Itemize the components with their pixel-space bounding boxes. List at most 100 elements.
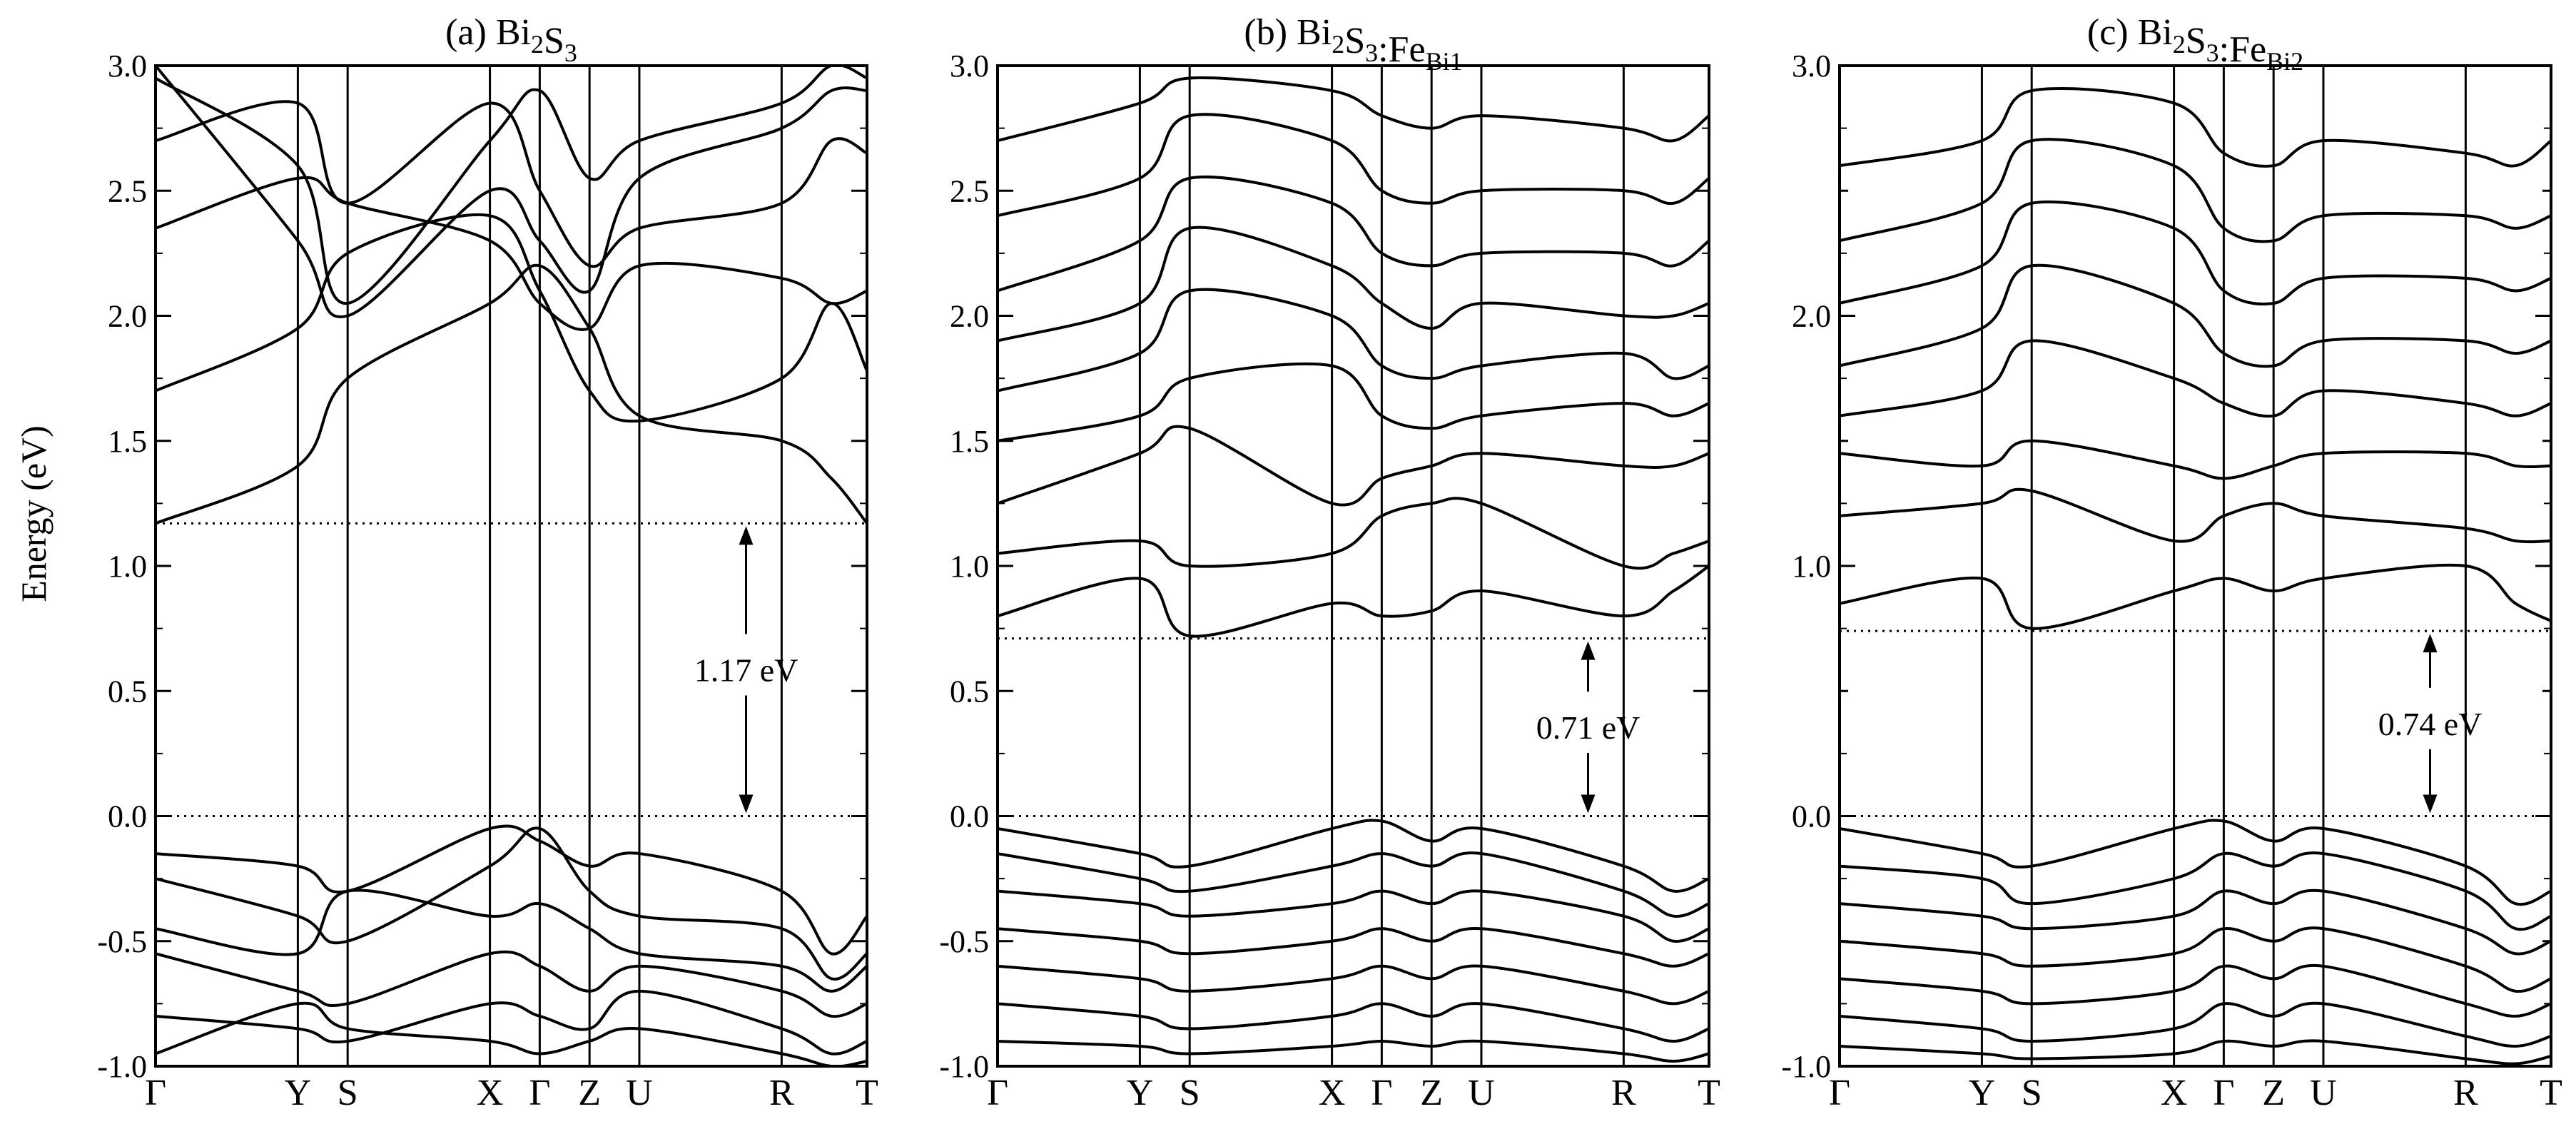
y-tick-label: 2.0: [108, 299, 147, 334]
k-point-label: S: [2022, 1073, 2042, 1113]
k-point-label: T: [1698, 1073, 1720, 1113]
band-line: [1840, 1039, 2551, 1065]
k-point-label: T: [2540, 1073, 2562, 1113]
band-line: [998, 564, 1709, 638]
y-tick-label: 2.0: [1792, 299, 1831, 334]
panel-title-subscript: 2: [531, 30, 544, 59]
k-point-label: U: [2310, 1073, 2337, 1113]
band-line: [998, 226, 1709, 343]
y-tick-label: -1.0: [939, 1049, 989, 1084]
bands: [156, 66, 867, 1066]
band-line: [998, 76, 1709, 143]
band-line: [1840, 563, 2551, 630]
band-line: [1840, 926, 2551, 993]
bands: [998, 76, 1709, 1063]
band-line: [156, 888, 867, 993]
band-line: [1840, 439, 2551, 480]
panel-title-subscript: 3: [564, 39, 577, 67]
y-tick-label: 1.0: [950, 549, 989, 584]
y-tick-label: 1.0: [108, 549, 147, 584]
y-tick-label: 0.5: [950, 674, 989, 709]
panel-title: (a) Bi2S3: [445, 12, 577, 67]
y-tick-label: 3.0: [108, 49, 147, 83]
k-point-label: Y: [1127, 1073, 1154, 1113]
band-line: [998, 1002, 1709, 1043]
band-line: [1840, 487, 2551, 544]
band-line: [1840, 339, 2551, 418]
y-tick-label: 0.0: [1792, 799, 1831, 834]
panel-title-text: Bi: [1297, 12, 1332, 53]
band-line: [1840, 851, 2551, 931]
y-tick-label: -0.5: [97, 924, 147, 959]
panel-title-prefix: (b): [1244, 12, 1297, 53]
gap-arrow-down-head: [1581, 794, 1596, 814]
y-tick-label: -1.0: [1781, 1049, 1831, 1084]
k-point-label: X: [477, 1073, 504, 1113]
k-point-label: Z: [2262, 1073, 2285, 1113]
k-point-label: S: [338, 1073, 358, 1113]
band-line: [998, 362, 1709, 442]
panel-title-text: :Fe: [1378, 29, 1425, 70]
band-line: [1840, 819, 2551, 906]
band-line: [1840, 200, 2551, 305]
band-line: [998, 425, 1709, 507]
y-tick-label: -1.0: [97, 1049, 147, 1084]
band-line: [1840, 263, 2551, 368]
band-line: [156, 66, 867, 305]
y-axis-title: Energy (eV): [14, 425, 54, 602]
band-gap-label: 1.17 eV: [694, 652, 798, 688]
gap-arrow-down-head: [2423, 794, 2438, 814]
band-gap-label: 0.74 eV: [2378, 706, 2483, 742]
y-tick-label: 0.5: [108, 674, 147, 709]
band-line: [998, 497, 1709, 570]
band-line: [1840, 963, 2551, 1018]
y-tick-label: 1.0: [1792, 549, 1831, 584]
k-point-label: Γ: [1829, 1073, 1850, 1113]
k-point-label: Γ: [987, 1073, 1008, 1113]
k-point-label: X: [2161, 1073, 2188, 1113]
y-tick-label: 3.0: [950, 49, 989, 83]
panel-title-text: S: [544, 21, 564, 61]
band-line: [156, 824, 867, 956]
y-tick-label: 0.0: [950, 799, 989, 834]
gap-arrow-up-head: [2423, 634, 2438, 653]
band-line: [156, 1001, 867, 1066]
k-point-label: Γ: [2213, 1073, 2234, 1113]
k-point-label: Γ: [1371, 1073, 1392, 1113]
band-line: [1840, 888, 2551, 956]
k-point-label: Y: [285, 1073, 312, 1113]
panel-title-text: Bi: [2138, 12, 2173, 53]
gap-arrow-up-head: [1581, 641, 1596, 660]
band-line: [998, 175, 1709, 293]
k-point-label: Z: [578, 1073, 601, 1113]
k-point-label: S: [1180, 1073, 1200, 1113]
panel-title-prefix: (c): [2087, 12, 2138, 53]
band-line: [998, 851, 1709, 918]
band-line: [1840, 87, 2551, 168]
panel-title: (b) Bi2S3:FeBi1: [1244, 12, 1462, 76]
band-line: [156, 213, 867, 423]
band-line: [1840, 138, 2551, 243]
y-tick-label: 3.0: [1792, 49, 1831, 83]
band-line: [156, 66, 867, 318]
k-point-label: R: [769, 1073, 794, 1113]
band-line: [1840, 1001, 2551, 1048]
k-point-label: U: [626, 1073, 653, 1113]
k-point-label: Γ: [145, 1073, 166, 1113]
y-tick-label: 1.5: [108, 424, 147, 459]
y-tick-label: -0.5: [939, 924, 989, 959]
band-line: [156, 950, 867, 1018]
plot-frame: [154, 64, 868, 1068]
y-tick-label: 1.5: [950, 424, 989, 459]
band-line: [998, 1039, 1709, 1063]
panel-title-prefix: (a): [445, 12, 496, 53]
band-line: [998, 819, 1709, 893]
panel-title-text: :Fe: [2219, 29, 2266, 70]
bands: [1840, 87, 2551, 1065]
band-line: [998, 889, 1709, 943]
y-tick-label: 2.0: [950, 299, 989, 334]
